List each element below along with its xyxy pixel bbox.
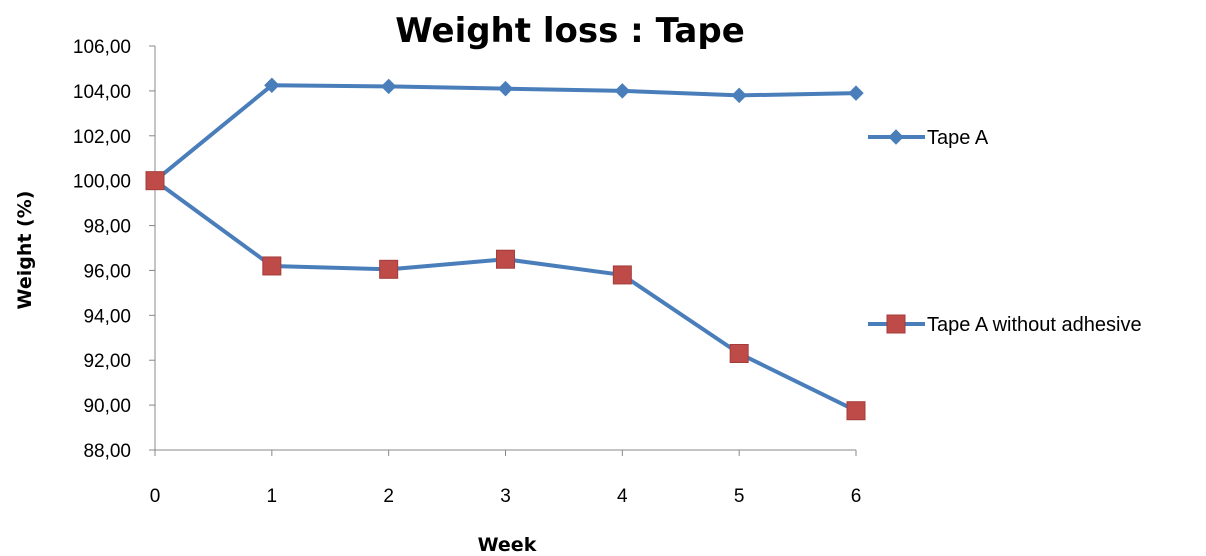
- x-tick-label: 4: [617, 486, 628, 507]
- series-2: [145, 171, 866, 421]
- data-point: [496, 249, 515, 269]
- y-axis-ticks: 88,00 90,00 92,00 94,00 96,00 98,00 100,00 102,…: [73, 37, 155, 462]
- legend-item-1: Tape A: [868, 127, 989, 149]
- series-line: [153, 178, 858, 413]
- data-point: [846, 401, 866, 421]
- data-point: [848, 85, 864, 101]
- y-tick-label: 102,00: [73, 127, 131, 148]
- y-tick-label: 104,00: [73, 82, 131, 103]
- x-tick-label: 0: [150, 486, 161, 507]
- x-axis-label: Week: [478, 534, 537, 556]
- y-axis-label: Weight (%): [14, 191, 36, 310]
- data-point: [264, 77, 280, 93]
- data-point: [612, 265, 632, 285]
- legend-item-2: Tape A without adhesive: [868, 314, 1142, 336]
- data-point: [145, 171, 165, 191]
- data-point: [262, 256, 282, 276]
- data-point: [380, 78, 397, 95]
- x-tick-label: 1: [267, 486, 278, 507]
- series-1: [147, 77, 864, 189]
- y-tick-label: 92,00: [83, 351, 131, 372]
- x-tick-label: 3: [500, 486, 511, 507]
- series-layer: [145, 77, 866, 421]
- y-tick-label: 94,00: [83, 306, 131, 327]
- y-tick-label: 96,00: [83, 261, 131, 282]
- legend-marker: [886, 314, 906, 334]
- x-tick-label: 2: [383, 486, 394, 507]
- data-point: [497, 80, 514, 97]
- data-point: [614, 83, 631, 99]
- series-line: [153, 83, 858, 183]
- x-axis-ticks: 0 1 2 3 4 5 6: [150, 450, 862, 507]
- legend: Tape A Tape A without adhesive: [868, 127, 1142, 336]
- x-tick-label: 5: [734, 486, 745, 507]
- chart-title: Weight loss : Tape: [395, 11, 745, 51]
- data-point: [729, 343, 749, 363]
- y-tick-label: 90,00: [83, 396, 131, 417]
- legend-label: Tape A without adhesive: [927, 314, 1142, 336]
- y-tick-label: 98,00: [83, 217, 131, 238]
- legend-marker: [888, 129, 904, 145]
- y-tick-label: 100,00: [73, 172, 131, 193]
- data-point: [379, 259, 399, 279]
- y-tick-label: 88,00: [83, 441, 131, 462]
- y-tick-label: 106,00: [73, 37, 131, 58]
- legend-label: Tape A: [927, 127, 989, 149]
- data-point: [731, 87, 747, 104]
- x-tick-label: 6: [851, 486, 862, 507]
